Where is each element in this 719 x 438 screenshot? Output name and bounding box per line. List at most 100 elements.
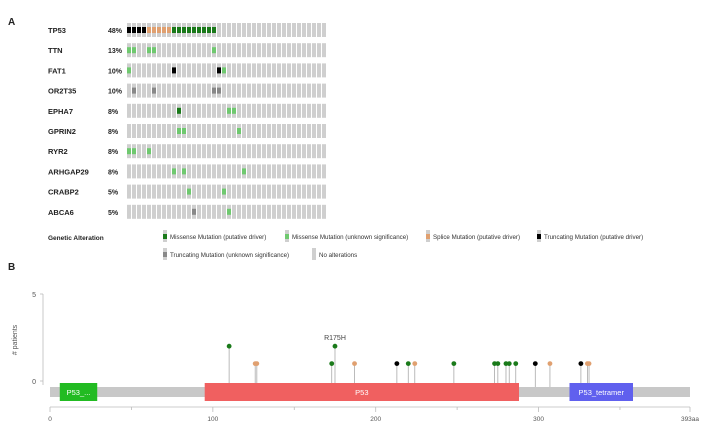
sample-cell xyxy=(282,144,286,159)
legend-swatch-mark xyxy=(426,234,430,239)
sample-cell xyxy=(252,204,256,219)
sample-cell xyxy=(217,23,221,37)
lollipop-head[interactable] xyxy=(532,361,538,366)
lollipop-head[interactable] xyxy=(547,361,553,366)
sample-cell xyxy=(227,124,231,138)
gene-percent: 13% xyxy=(108,48,123,55)
sample-cell xyxy=(262,204,266,219)
lollipop-head[interactable] xyxy=(394,361,400,366)
lollipop-head[interactable] xyxy=(254,361,260,366)
lollipop-head[interactable] xyxy=(352,361,357,366)
sample-cell xyxy=(237,144,241,159)
sample-cell xyxy=(297,204,301,219)
sample-cell xyxy=(237,63,241,78)
sample-cell xyxy=(157,83,161,98)
sample-cell xyxy=(132,164,136,179)
sample-cell xyxy=(287,184,291,199)
legend-swatch-mark xyxy=(163,252,167,257)
sample-cell xyxy=(317,43,321,58)
alteration-mark xyxy=(147,27,151,33)
sample-cell xyxy=(147,124,151,138)
sample-cell xyxy=(217,103,221,118)
alteration-mark xyxy=(222,188,226,195)
sample-cell xyxy=(302,204,306,219)
legend-title: Genetic Alteration xyxy=(48,235,104,242)
alteration-mark xyxy=(177,107,181,114)
sample-cell xyxy=(147,164,151,179)
alteration-mark xyxy=(222,67,226,74)
sample-cell xyxy=(287,43,291,58)
protein-domain[interactable] xyxy=(204,383,520,401)
sample-cell xyxy=(302,103,306,118)
sample-cell xyxy=(187,124,191,138)
sample-cell xyxy=(152,204,156,219)
sample-cell xyxy=(202,43,206,58)
alteration-mark xyxy=(127,67,131,74)
lollipop-head[interactable] xyxy=(578,361,584,366)
sample-cell xyxy=(312,103,316,118)
sample-cell xyxy=(137,103,141,118)
panel-a-letter: A xyxy=(8,17,16,28)
sample-cell xyxy=(207,144,211,159)
lollipop-head[interactable] xyxy=(329,361,335,366)
lollipop-head[interactable] xyxy=(405,361,411,366)
alteration-mark xyxy=(182,27,186,33)
alteration-mark xyxy=(167,27,171,33)
lollipop-head[interactable] xyxy=(451,361,457,366)
sample-cell xyxy=(282,63,286,78)
sample-cell xyxy=(217,184,221,199)
legend-label: No alterations xyxy=(319,252,357,259)
sample-cell xyxy=(272,124,276,138)
sample-cell xyxy=(227,83,231,98)
lollipop-head[interactable] xyxy=(412,361,418,366)
sample-cell xyxy=(172,184,176,199)
sample-cell xyxy=(152,63,156,78)
sample-cell xyxy=(307,164,311,179)
sample-cell xyxy=(322,164,326,179)
alteration-mark xyxy=(127,148,131,155)
sample-cell xyxy=(242,83,246,98)
sample-cell xyxy=(317,103,321,118)
sample-cell xyxy=(237,43,241,58)
sample-cell xyxy=(307,63,311,78)
sample-cell xyxy=(247,63,251,78)
lollipop-head[interactable] xyxy=(332,343,338,349)
sample-cell xyxy=(277,144,281,159)
sample-cell xyxy=(222,124,226,138)
sample-cell xyxy=(272,103,276,118)
sample-cell xyxy=(142,144,146,159)
lollipop-head[interactable] xyxy=(586,361,592,366)
lollipop-head[interactable] xyxy=(495,361,501,366)
protein-domain[interactable] xyxy=(569,383,634,401)
sample-cell xyxy=(177,43,181,58)
sample-cell xyxy=(202,124,206,138)
sample-cell xyxy=(232,164,236,179)
sample-cell xyxy=(322,63,326,78)
alteration-mark xyxy=(162,27,166,33)
sample-cell xyxy=(187,204,191,219)
sample-cell xyxy=(237,23,241,37)
sample-cell xyxy=(142,83,146,98)
sample-cell xyxy=(142,103,146,118)
sample-cell xyxy=(272,63,276,78)
lollipop-head[interactable] xyxy=(513,361,519,366)
sample-cell xyxy=(232,23,236,37)
sample-cell xyxy=(262,184,266,199)
sample-cell xyxy=(197,63,201,78)
sample-cell xyxy=(187,144,191,159)
sample-cell xyxy=(267,103,271,118)
sample-cell xyxy=(282,43,286,58)
x-tick-label: 100 xyxy=(207,416,218,423)
sample-cell xyxy=(172,83,176,98)
sample-cell xyxy=(137,124,141,138)
lollipop-head[interactable] xyxy=(506,361,512,366)
sample-cell xyxy=(282,103,286,118)
sample-cell xyxy=(162,43,166,58)
panel-b-letter: B xyxy=(8,262,16,273)
lollipop-head[interactable] xyxy=(226,343,232,349)
sample-cell xyxy=(302,63,306,78)
gene-percent: 48% xyxy=(108,28,123,35)
protein-domain[interactable] xyxy=(59,383,98,401)
sample-cell xyxy=(147,204,151,219)
sample-cell xyxy=(167,43,171,58)
